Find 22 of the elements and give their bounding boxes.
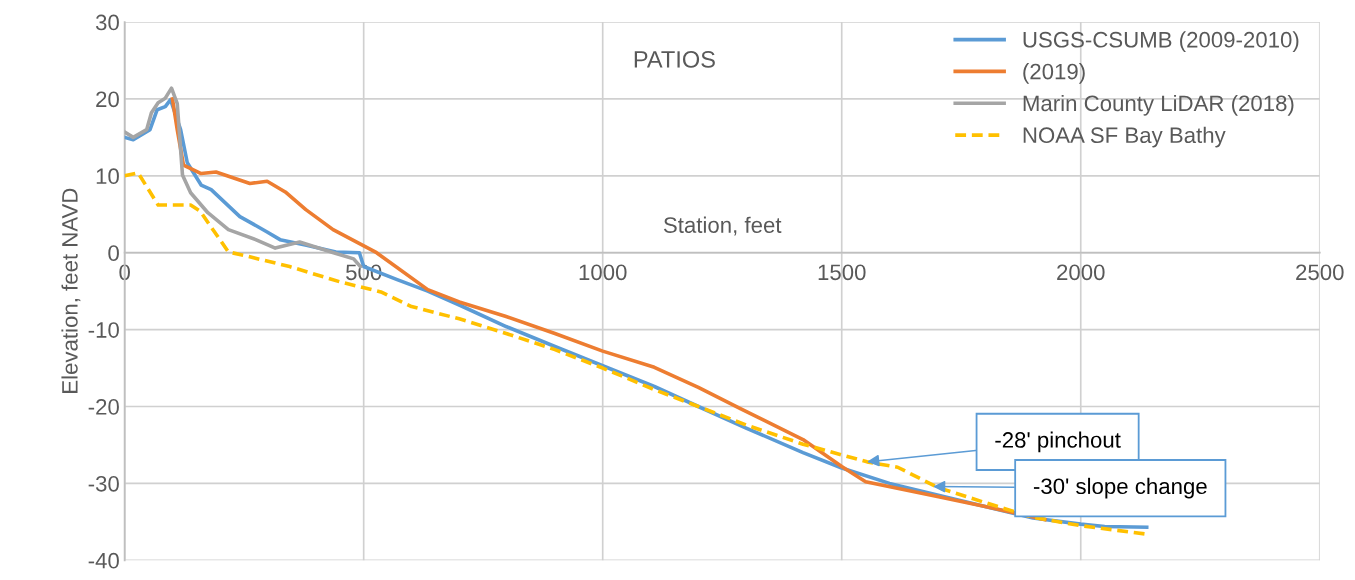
x-tick-label: 2500 (1296, 264, 1344, 281)
y-tick-label: -30 (88, 475, 119, 492)
y-tick-label: -10 (88, 322, 119, 338)
x-axis-title: Station, feet (663, 216, 782, 236)
y-tick-label: 30 (95, 14, 119, 31)
legend-label: (2019) (1023, 63, 1085, 84)
text: PATIOS (634, 51, 715, 68)
y-tick-label: 0 (108, 245, 119, 261)
annotation: -30' slope change (1033, 477, 1207, 499)
legend-label: Marin County LiDAR (2018) (1023, 94, 1294, 116)
annotation: -28' pinchout (995, 431, 1121, 453)
y-tick-label: 10 (96, 168, 119, 185)
legend-label: USGS-CSUMB (2009-2010) (1023, 31, 1299, 52)
y-axis-title: Elevation, feet NAVD (61, 188, 81, 393)
legend-label: NOAA SF Bay Bathy (1023, 126, 1226, 148)
y-tick-label: -20 (88, 399, 119, 415)
x-tick-label: 1500 (818, 264, 866, 281)
y-tick-label: -40 (88, 552, 119, 569)
x-tick-label: 0 (119, 264, 130, 281)
y-tick-label: 20 (96, 91, 119, 108)
x-tick-label: 2000 (1057, 264, 1105, 281)
x-tick-label: 1000 (579, 264, 627, 281)
